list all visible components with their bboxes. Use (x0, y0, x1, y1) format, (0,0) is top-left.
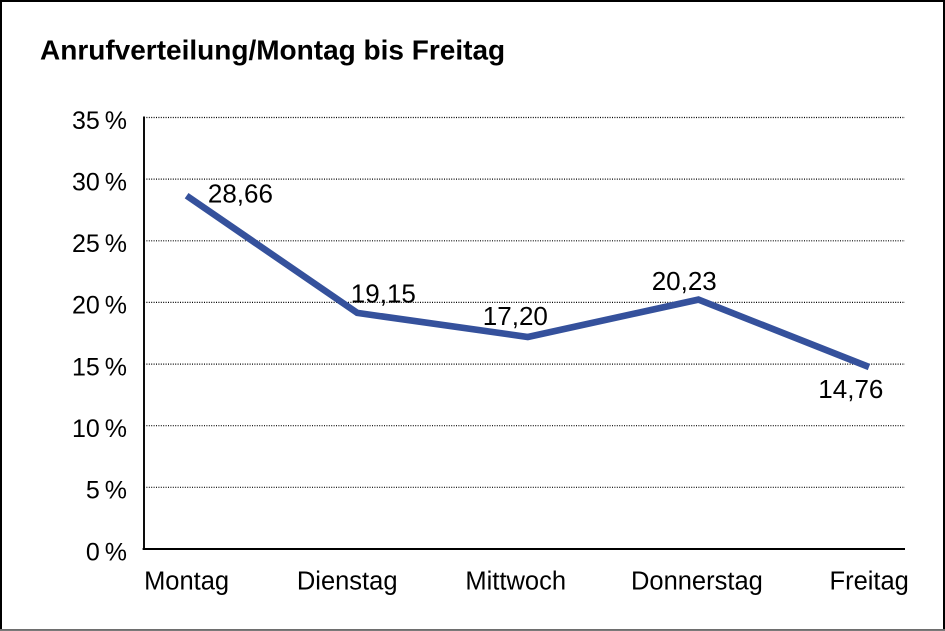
svg-text:5 %: 5 % (86, 477, 127, 505)
svg-text:0 %: 0 % (86, 538, 127, 566)
svg-text:17,20: 17,20 (483, 301, 548, 331)
svg-text:20 %: 20 % (72, 292, 127, 320)
svg-text:Anrufverteilung/Montag bis Fre: Anrufverteilung/Montag bis Freitag (40, 34, 505, 65)
svg-text:10 %: 10 % (72, 415, 127, 443)
svg-text:30 %: 30 % (72, 168, 127, 196)
svg-text:Donnerstag: Donnerstag (631, 567, 763, 595)
svg-text:25 %: 25 % (72, 230, 127, 258)
svg-text:19,15: 19,15 (351, 279, 416, 309)
svg-text:15 %: 15 % (72, 353, 127, 381)
svg-text:Dienstag: Dienstag (297, 567, 398, 595)
svg-text:35 %: 35 % (72, 107, 127, 135)
svg-text:28,66: 28,66 (208, 179, 273, 209)
svg-text:Mittwoch: Mittwoch (465, 567, 566, 595)
svg-text:Montag: Montag (144, 567, 229, 595)
svg-text:14,76: 14,76 (818, 374, 883, 404)
svg-text:20,23: 20,23 (652, 266, 717, 296)
svg-text:Freitag: Freitag (830, 567, 909, 595)
